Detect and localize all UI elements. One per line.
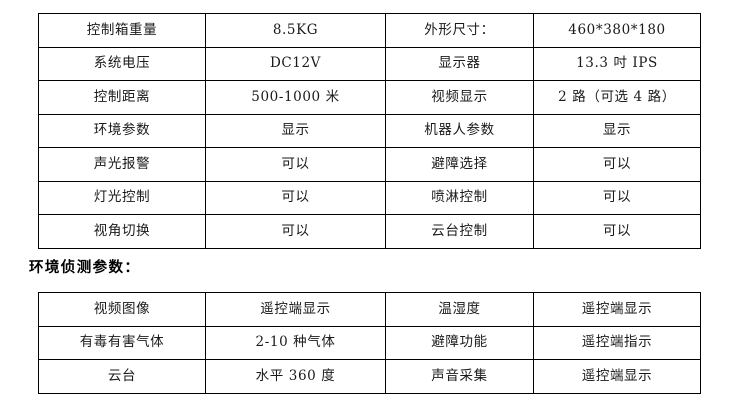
param-value-cell: 遥控端显示	[533, 359, 701, 394]
table-env-body: 视频图像 遥控端显示 温湿度 遥控端显示 有毒有害气体 2-10 种气体 避障功…	[38, 292, 701, 394]
param-value-cell: DC12V	[205, 46, 386, 81]
table-row: 云台 水平 360 度 声音采集 遥控端显示	[38, 359, 701, 394]
table-main-body: 控制箱重量 8.5KG 外形尺寸： 460*380*180 系统电压 DC12V…	[38, 13, 701, 249]
table-row: 有毒有害气体 2-10 种气体 避障功能 遥控端指示	[38, 325, 701, 360]
param-value-cell: 可以	[205, 214, 386, 249]
table-row: 环境参数 显示 机器人参数 显示	[38, 113, 701, 148]
param-label-cell: 视角切换	[38, 214, 206, 249]
param-value-cell: 460*380*180	[533, 13, 701, 48]
param-label-cell: 显示器	[385, 46, 534, 81]
param-label-cell: 机器人参数	[385, 113, 534, 148]
param-label-cell: 云台	[38, 359, 206, 394]
param-value-cell: 显示	[205, 113, 386, 148]
param-value-cell: 2-10 种气体	[205, 325, 386, 360]
param-label-cell: 环境参数	[38, 113, 206, 148]
param-label-cell: 外形尺寸：	[385, 13, 534, 48]
section-heading-environment: 环境侦测参数：	[29, 260, 141, 276]
table-row: 控制箱重量 8.5KG 外形尺寸： 460*380*180	[38, 13, 701, 48]
environment-detection-table: 视频图像 遥控端显示 温湿度 遥控端显示 有毒有害气体 2-10 种气体 避障功…	[38, 292, 701, 394]
table-row: 系统电压 DC12V 显示器 13.3 吋 IPS	[38, 46, 701, 81]
param-value-cell: 可以	[533, 147, 701, 182]
param-value-cell: 2 路（可选 4 路）	[533, 80, 701, 115]
param-label-cell: 视频图像	[38, 292, 206, 327]
table-row: 视角切换 可以 云台控制 可以	[38, 214, 701, 249]
param-label-cell: 视频显示	[385, 80, 534, 115]
param-value-cell: 可以	[533, 180, 701, 215]
param-label-cell: 控制距离	[38, 80, 206, 115]
param-value-cell: 可以	[533, 214, 701, 249]
param-value-cell: 可以	[205, 180, 386, 215]
param-value-cell: 500-1000 米	[205, 80, 386, 115]
param-value-cell: 遥控端显示	[533, 292, 701, 327]
param-value-cell: 显示	[533, 113, 701, 148]
param-value-cell: 可以	[205, 147, 386, 182]
param-label-cell: 喷淋控制	[385, 180, 534, 215]
param-label-cell: 声光报警	[38, 147, 206, 182]
param-label-cell: 温湿度	[385, 292, 534, 327]
param-label-cell: 云台控制	[385, 214, 534, 249]
param-label-cell: 灯光控制	[38, 180, 206, 215]
table-row: 声光报警 可以 避障选择 可以	[38, 147, 701, 182]
param-label-cell: 控制箱重量	[38, 13, 206, 48]
param-value-cell: 8.5KG	[205, 13, 386, 48]
param-label-cell: 系统电压	[38, 46, 206, 81]
control-box-spec-table: 控制箱重量 8.5KG 外形尺寸： 460*380*180 系统电压 DC12V…	[38, 13, 701, 249]
param-value-cell: 水平 360 度	[205, 359, 386, 394]
param-value-cell: 遥控端指示	[533, 325, 701, 360]
table-row: 视频图像 遥控端显示 温湿度 遥控端显示	[38, 292, 701, 327]
table-row: 灯光控制 可以 喷淋控制 可以	[38, 180, 701, 215]
table-row: 控制距离 500-1000 米 视频显示 2 路（可选 4 路）	[38, 80, 701, 115]
param-label-cell: 避障功能	[385, 325, 534, 360]
param-value-cell: 遥控端显示	[205, 292, 386, 327]
param-label-cell: 有毒有害气体	[38, 325, 206, 360]
param-label-cell: 声音采集	[385, 359, 534, 394]
param-label-cell: 避障选择	[385, 147, 534, 182]
param-value-cell: 13.3 吋 IPS	[533, 46, 701, 81]
